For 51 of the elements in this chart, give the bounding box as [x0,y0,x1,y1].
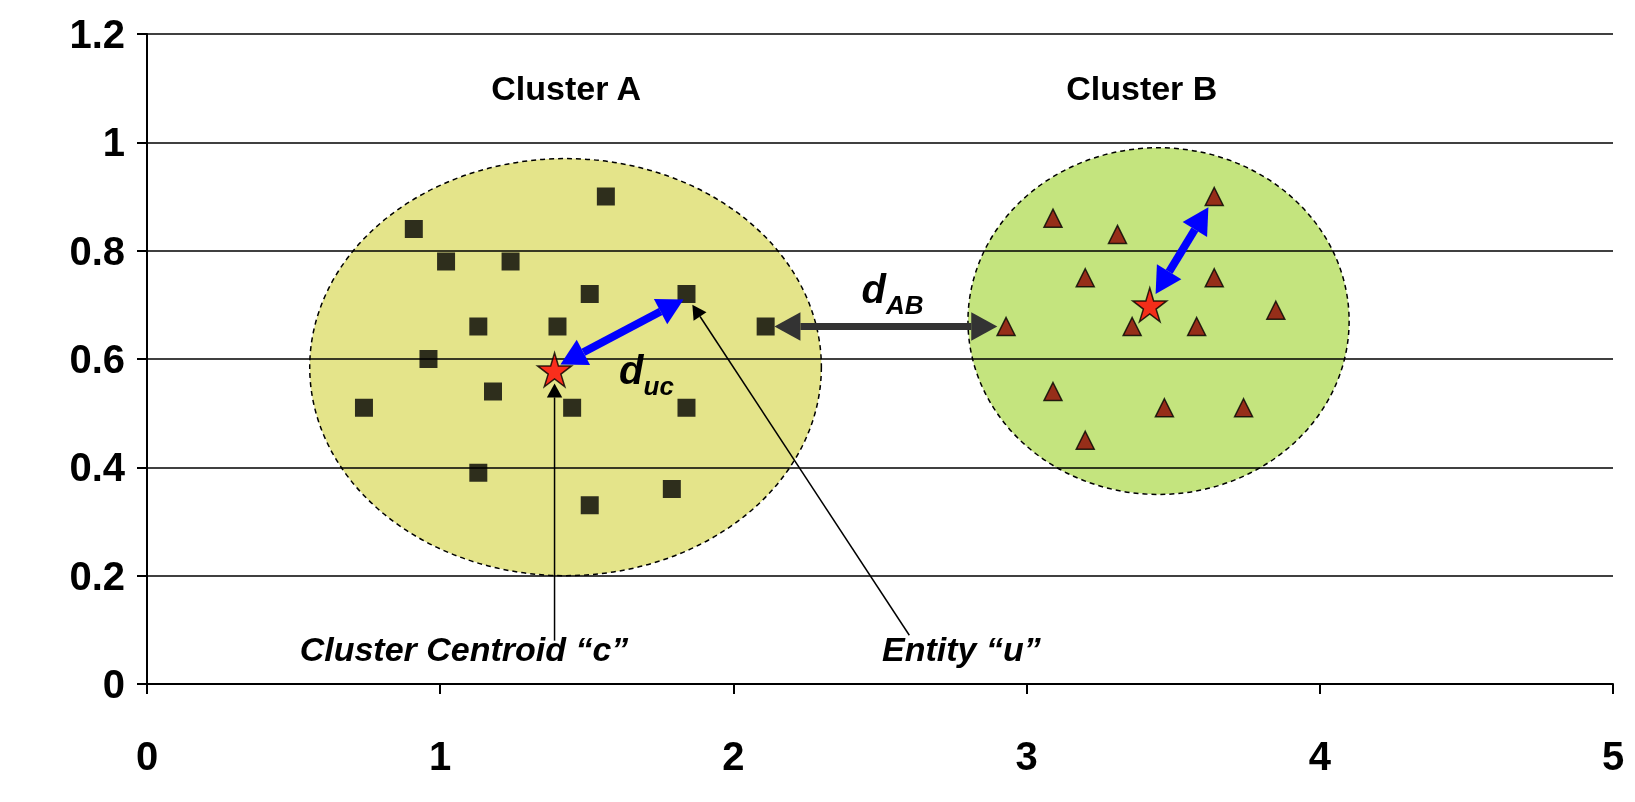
point [437,252,456,271]
x-tick-label: 3 [1015,734,1038,778]
annotation: d$_{uc}$ [619,347,675,402]
point [1043,381,1063,402]
point [501,252,520,271]
y-tick-label: 0.2 [69,553,125,598]
point [1122,316,1142,337]
point [996,316,1016,337]
point [469,463,488,482]
y-tick-label: 0.4 [69,445,126,490]
point [404,220,423,238]
point [1186,316,1207,337]
point [563,398,582,417]
annotation: Entity “u” [882,629,1041,668]
annotation: Cluster A [491,68,642,107]
point [419,350,438,368]
y-tick-label: 1.2 [69,12,125,56]
point [1154,398,1175,418]
point [677,398,696,417]
annotation: d$_{AB}$ [861,266,924,320]
y-tick-label: 0.6 [69,337,125,381]
point [596,187,615,206]
point [536,352,573,388]
point [1204,186,1224,207]
point [1204,268,1224,288]
annotation: Cluster Centroid “c” [299,629,629,668]
x-tick-label: 2 [722,734,745,778]
point [1107,224,1128,245]
point [469,317,488,336]
point [677,285,696,303]
point [662,480,681,498]
point [1043,208,1063,228]
point [354,398,373,417]
point [1075,268,1095,288]
x-tick-label: 4 [1308,734,1332,778]
point [1233,398,1254,418]
point [580,496,599,515]
point [1075,430,1095,450]
y-tick-label: 0 [102,662,125,706]
y-tick-label: 0.8 [69,228,125,273]
y-tick-label: 1 [102,120,125,165]
point [483,382,502,401]
point [1266,300,1286,320]
x-tick-label: 1 [429,734,452,778]
point [580,285,599,303]
x-tick-label: 0 [135,734,159,778]
x-tick-label: 5 [1601,734,1625,778]
point [548,317,567,336]
point [1131,287,1168,323]
point [756,317,775,336]
annotation: Cluster B [1066,68,1218,107]
